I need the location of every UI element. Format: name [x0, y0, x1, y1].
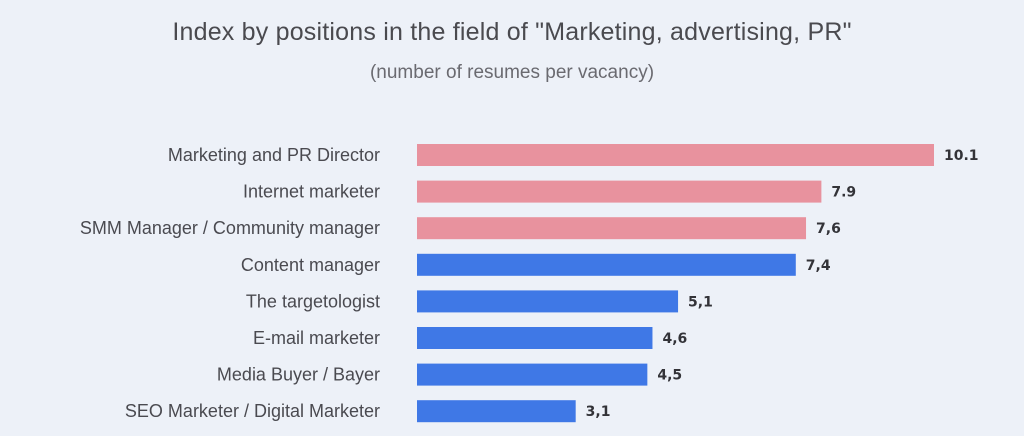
bar [417, 327, 653, 349]
value-label: 3,1 [586, 404, 611, 420]
bar [417, 400, 576, 423]
bar [417, 363, 648, 386]
bar [417, 253, 796, 276]
category-label: SEO Marketer / Digital Marketer [125, 401, 380, 421]
chart-subtitle: (number of resumes per vacancy) [369, 62, 655, 83]
category-label: E-mail marketer [253, 328, 380, 348]
bar [417, 217, 807, 240]
category-label: SMM Manager / Community manager [80, 218, 380, 238]
category-label: Content manager [241, 255, 380, 275]
bar [417, 290, 679, 313]
value-label: 5,1 [688, 294, 713, 310]
value-label: 4,6 [662, 331, 687, 347]
bar [417, 180, 822, 203]
value-label: 10.1 [944, 148, 979, 164]
value-label: 7,4 [806, 258, 831, 274]
category-label: Marketing and PR Director [168, 145, 380, 165]
chart-title: Index by positions in the field of "Mark… [172, 18, 852, 46]
category-label: The targetologist [246, 291, 380, 311]
category-label: Internet marketer [243, 182, 380, 202]
value-label: 4,5 [657, 368, 682, 384]
bar [417, 144, 934, 166]
category-label: Media Buyer / Bayer [217, 365, 380, 385]
value-label: 7,6 [816, 221, 841, 237]
value-label: 7.9 [831, 185, 856, 201]
